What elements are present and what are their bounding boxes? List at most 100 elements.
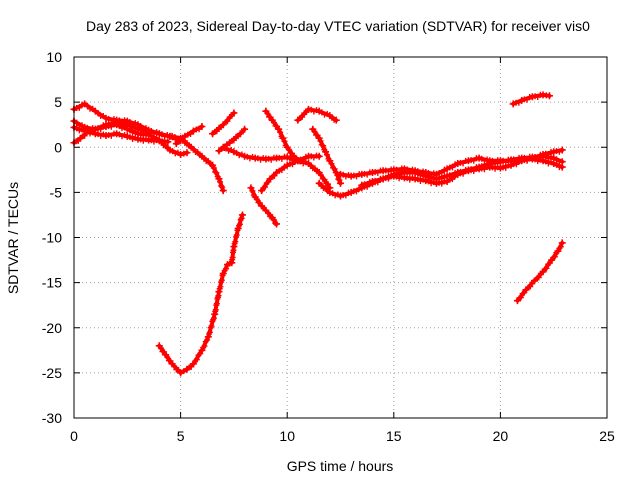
data-point [201, 155, 208, 162]
y-tick-label: 5 [54, 94, 62, 110]
data-points [70, 91, 566, 377]
series-track-l [258, 152, 323, 195]
data-point [545, 92, 553, 100]
data-point [527, 283, 534, 290]
data-point [187, 131, 194, 138]
data-point [217, 283, 224, 290]
data-point [217, 178, 224, 185]
data-point [205, 158, 212, 165]
data-point [318, 141, 325, 148]
y-tick-label: -30 [42, 410, 62, 426]
data-point [270, 216, 277, 223]
data-point [194, 149, 201, 156]
data-point [223, 265, 230, 272]
data-point [335, 176, 342, 183]
data-point [535, 274, 542, 281]
y-tick-label: -15 [42, 275, 62, 291]
data-point [299, 114, 306, 121]
data-point [249, 187, 256, 194]
data-point [180, 150, 187, 157]
data-point [241, 125, 249, 133]
data-point [307, 162, 314, 169]
x-tick-label: 25 [599, 428, 615, 444]
data-point [183, 149, 191, 157]
data-point [332, 116, 340, 124]
data-point [320, 142, 327, 149]
series-track-d [70, 119, 174, 147]
data-point [551, 253, 558, 260]
series-track-g [209, 109, 238, 138]
chart-title: Day 283 of 2023, Sidereal Day-to-day VTE… [86, 18, 590, 34]
x-axis-label: GPS time / hours [287, 458, 394, 474]
data-point [558, 146, 566, 154]
data-point [236, 221, 243, 228]
x-tick-label: 15 [386, 428, 402, 444]
x-tick-label: 0 [70, 428, 78, 444]
data-point [164, 354, 171, 361]
data-point [238, 215, 245, 222]
data-point [331, 165, 338, 172]
data-point [238, 211, 246, 219]
data-point [315, 152, 323, 160]
data-point [517, 294, 524, 301]
data-point [328, 160, 335, 167]
y-axis-label: SDTVAR / TECUs [5, 182, 21, 294]
data-point [232, 238, 239, 245]
data-point [558, 163, 566, 171]
data-point [278, 167, 285, 174]
series-track-s [509, 91, 553, 108]
x-tick-label: 5 [177, 428, 185, 444]
data-point [177, 150, 185, 158]
axis-ticks: 0 5 10 15 20 25 -30 -25 -20 -15 -10 -5 0 5 10 [42, 49, 615, 444]
data-point [183, 140, 190, 147]
data-point [161, 139, 168, 146]
series-track-n [309, 125, 344, 187]
data-point [264, 110, 271, 117]
data-point [157, 345, 164, 352]
y-tick-label: -20 [42, 320, 62, 336]
data-point [218, 277, 225, 284]
data-point [76, 104, 83, 111]
data-point [212, 168, 219, 175]
data-point [210, 165, 217, 172]
data-point [84, 102, 91, 109]
data-point [311, 128, 318, 135]
data-point [233, 232, 240, 239]
data-point [229, 254, 236, 261]
data-point [262, 184, 269, 191]
data-point [81, 132, 88, 139]
data-point [336, 177, 343, 184]
series-track-r [358, 146, 566, 189]
data-point [311, 165, 318, 172]
series-track-j [247, 184, 281, 228]
x-tick-label: 20 [493, 428, 509, 444]
data-point [219, 187, 227, 195]
data-point [190, 146, 197, 153]
series-track-m [294, 105, 340, 124]
data-point [218, 182, 225, 189]
series-track-f [172, 122, 206, 148]
data-point [213, 169, 220, 176]
data-point [281, 138, 288, 145]
data-point [253, 196, 260, 203]
data-point [164, 138, 172, 146]
data-point [317, 137, 324, 144]
data-point [171, 363, 178, 370]
data-point [337, 179, 344, 187]
series-track-k [262, 107, 304, 165]
data-point [438, 169, 445, 176]
data-point [230, 137, 237, 144]
data-point [198, 122, 206, 130]
data-point [557, 243, 564, 250]
y-tick-label: 0 [54, 139, 62, 155]
data-point [285, 146, 292, 153]
data-point [318, 182, 325, 189]
data-point [193, 356, 200, 363]
data-point [449, 164, 456, 171]
data-point [224, 118, 231, 125]
data-point [543, 265, 550, 272]
data-point [277, 129, 284, 136]
series-track-t [513, 239, 566, 305]
